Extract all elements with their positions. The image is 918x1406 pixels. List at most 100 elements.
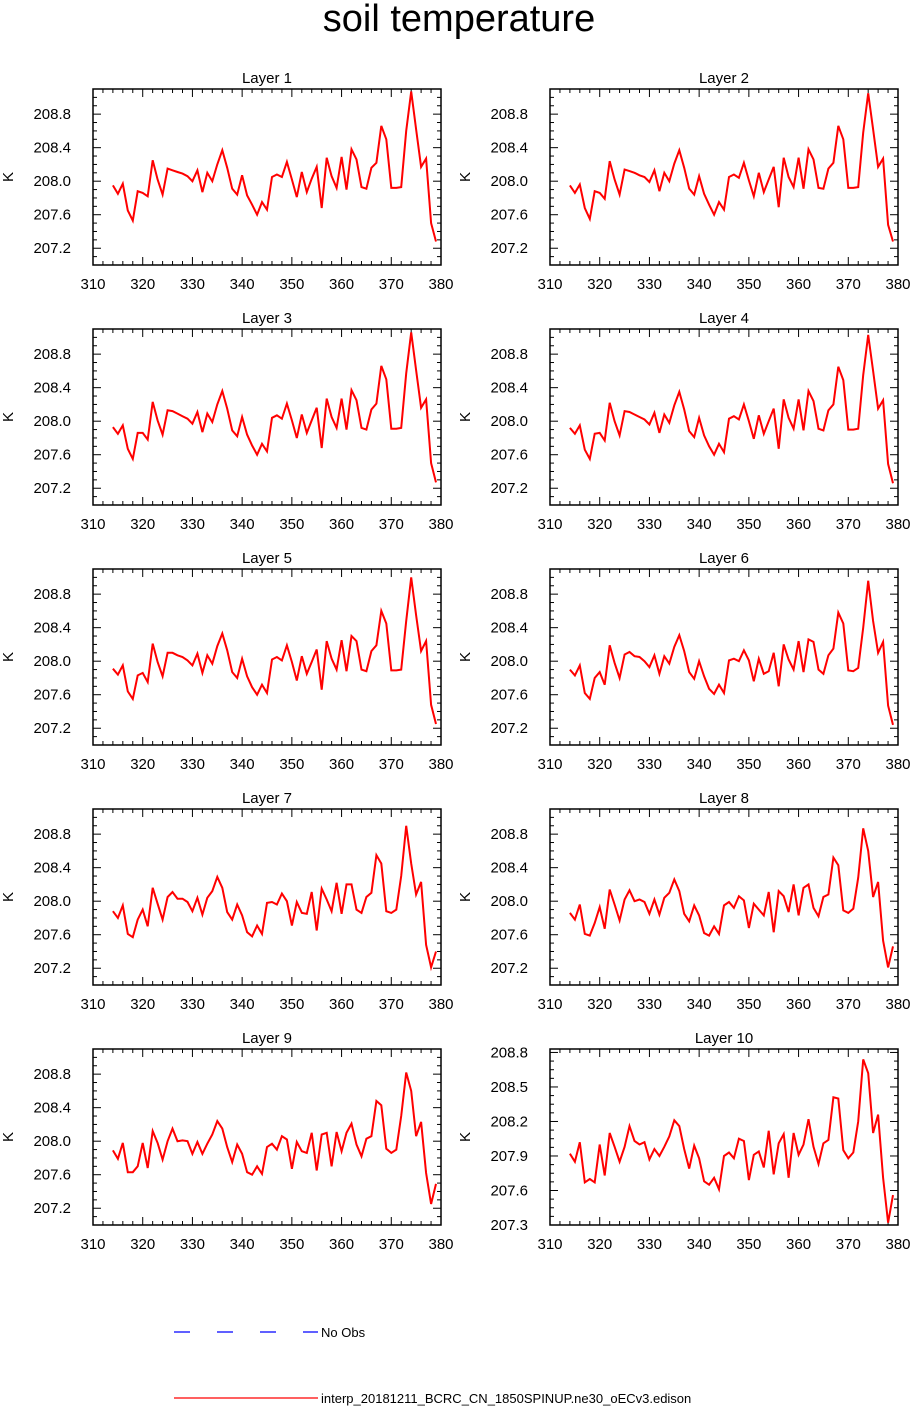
x-tick-label: 360 (329, 996, 354, 1013)
y-tick-label: 208.8 (490, 586, 528, 603)
x-tick-label: 340 (230, 1236, 255, 1253)
panel-layer-9: Layer 9 K 310 320 330 340 350 360 370 380 207.2 207… (0, 1030, 454, 1253)
y-axis-label: K (0, 1132, 17, 1142)
x-tick-label: 330 (180, 996, 205, 1013)
x-tick-label: 310 (80, 1236, 105, 1253)
x-tick-label: 380 (428, 756, 453, 773)
x-tick-label: 330 (637, 276, 662, 293)
y-axis-label: K (0, 412, 17, 422)
x-tick-label: 310 (537, 1236, 562, 1253)
panel-layer-7: Layer 7 K 310 320 330 340 350 360 370 380 207.2 207… (0, 790, 454, 1013)
y-tick-label: 207.2 (490, 480, 528, 497)
legend-model-label: interp_20181211_BCRC_CN_1850SPINUP.ne30_… (321, 1391, 691, 1406)
y-tick-label: 208.0 (33, 893, 71, 910)
y-tick-label: 207.2 (490, 240, 528, 257)
x-tick-label: 330 (180, 276, 205, 293)
y-tick-label: 208.4 (490, 140, 528, 157)
y-tick-label: 208.4 (33, 620, 71, 637)
x-tick-label: 310 (537, 276, 562, 293)
y-tick-label: 207.2 (490, 720, 528, 737)
x-tick-label: 340 (230, 756, 255, 773)
x-tick-label: 370 (836, 516, 861, 533)
panel-layer-1: Layer 1 K 310 320 330 340 350 360 370 380 207.2 207… (0, 70, 454, 293)
panel-layer-4: Layer 4 K 310 320 330 340 350 360 370 380 207.2 207… (457, 310, 911, 533)
x-tick-label: 360 (786, 1236, 811, 1253)
y-axis-label: K (0, 652, 17, 662)
y-tick-label: 207.3 (490, 1217, 528, 1234)
y-tick-label: 207.6 (490, 687, 528, 704)
plot-frame (549, 1048, 899, 1226)
x-tick-label: 350 (736, 516, 761, 533)
y-tick-label: 208.8 (490, 346, 528, 363)
x-tick-label: 310 (80, 276, 105, 293)
x-tick-label: 380 (885, 276, 910, 293)
y-tick-label: 208.4 (33, 140, 71, 157)
series-line (569, 828, 894, 968)
x-tick-label: 370 (836, 1236, 861, 1253)
x-tick-label: 330 (180, 1236, 205, 1253)
x-tick-label: 340 (230, 276, 255, 293)
x-tick-label: 310 (80, 756, 105, 773)
x-tick-label: 310 (537, 516, 562, 533)
x-tick-label: 340 (230, 516, 255, 533)
x-tick-label: 330 (180, 516, 205, 533)
series-line (112, 825, 437, 972)
y-tick-label: 208.0 (33, 413, 71, 430)
y-tick-label: 208.8 (33, 1066, 71, 1083)
y-tick-label: 207.6 (490, 207, 528, 224)
x-tick-label: 380 (428, 516, 453, 533)
y-axis-label: K (457, 1132, 474, 1142)
y-tick-label: 208.8 (490, 826, 528, 843)
x-tick-label: 320 (130, 756, 155, 773)
plot-frame (92, 88, 442, 266)
x-tick-label: 380 (885, 996, 910, 1013)
y-tick-label: 208.2 (490, 1113, 528, 1130)
y-tick-label: 207.6 (33, 207, 71, 224)
y-axis-label: K (0, 892, 17, 902)
x-tick-label: 360 (329, 756, 354, 773)
y-tick-label: 207.6 (33, 1167, 71, 1184)
legend-obs-label: No Obs (321, 1325, 366, 1340)
x-tick-label: 350 (279, 1236, 304, 1253)
panel-title: Layer 4 (699, 310, 749, 327)
y-tick-label: 207.2 (490, 960, 528, 977)
x-tick-label: 340 (687, 756, 712, 773)
y-tick-label: 208.0 (33, 653, 71, 670)
y-tick-label: 208.4 (33, 1100, 71, 1117)
x-tick-label: 380 (885, 756, 910, 773)
x-tick-label: 340 (230, 996, 255, 1013)
series-line (112, 332, 437, 483)
y-tick-label: 208.8 (33, 106, 71, 123)
x-tick-label: 350 (279, 516, 304, 533)
plot-frame (92, 1048, 442, 1226)
x-tick-label: 320 (587, 756, 612, 773)
panel-title: Layer 6 (699, 550, 749, 567)
y-axis-label: K (0, 172, 17, 182)
series-line (569, 334, 894, 484)
panel-layer-6: Layer 6 K 310 320 330 340 350 360 370 380 207.2 207… (457, 550, 911, 773)
plot-frame (549, 328, 899, 506)
x-tick-label: 320 (130, 1236, 155, 1253)
panel-title: Layer 3 (242, 310, 292, 327)
x-tick-label: 320 (587, 996, 612, 1013)
x-tick-label: 320 (130, 276, 155, 293)
y-tick-label: 207.2 (33, 720, 71, 737)
panel-layer-10: Layer 10 K 310 320 330 340 350 360 370 380 207.3 20… (457, 1030, 911, 1253)
x-tick-label: 350 (279, 276, 304, 293)
y-tick-label: 208.5 (490, 1079, 528, 1096)
series-line (112, 577, 437, 725)
y-tick-label: 207.6 (33, 927, 71, 944)
y-tick-label: 208.0 (490, 413, 528, 430)
x-tick-label: 360 (786, 996, 811, 1013)
panel-title: Layer 5 (242, 550, 292, 567)
x-tick-label: 360 (786, 516, 811, 533)
y-tick-label: 208.8 (490, 106, 528, 123)
x-tick-label: 370 (836, 756, 861, 773)
x-tick-label: 370 (379, 996, 404, 1013)
y-tick-label: 208.4 (33, 860, 71, 877)
panel-title: Layer 7 (242, 790, 292, 807)
panel-title: Layer 2 (699, 70, 749, 87)
x-tick-label: 380 (428, 996, 453, 1013)
x-tick-label: 330 (637, 516, 662, 533)
plot-frame (92, 328, 442, 506)
